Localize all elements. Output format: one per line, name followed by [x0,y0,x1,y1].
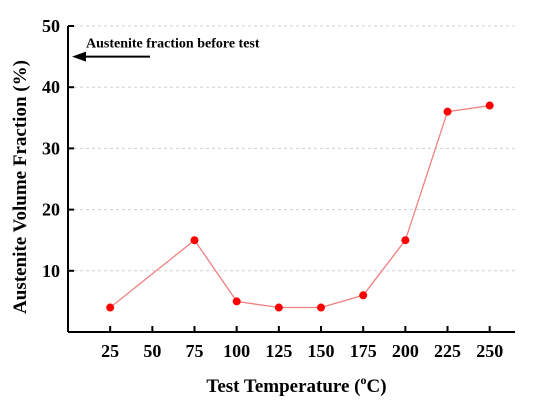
data-point [443,107,452,116]
data-point [190,236,199,245]
data-point [274,303,283,312]
data-point [232,297,241,306]
ticks: 10 20 30 40 50 25 50 75 100 125 150 175 200 225 250 [42,16,503,361]
series-line [109,104,490,309]
x-tick-label: 75 [186,341,204,361]
y-tick-label: 40 [42,77,60,97]
x-axis-title: Test Temperature (oC) [206,373,386,397]
annotation-arrowhead [72,51,86,62]
x-tick-label: 150 [308,341,335,361]
data-point [485,101,494,110]
x-tick-label: 50 [143,341,161,361]
y-axis-title: Austenite Volume Fraction (%) [10,60,31,314]
x-tick-label: 100 [223,341,250,361]
x-tick-label: 200 [392,341,419,361]
x-tick-label: 125 [265,341,292,361]
data-point [317,303,326,312]
y-tick-label: 50 [42,16,60,36]
annotation-label: Austenite fraction before test [86,37,260,52]
x-tick-label: 250 [476,341,503,361]
x-tick-label: 25 [101,341,119,361]
y-tick-label: 20 [42,200,60,220]
x-tick-label: 225 [434,341,461,361]
series [106,101,494,312]
data-point [401,236,410,245]
x-axis-title-sup: o [361,373,367,387]
data-point [359,291,368,300]
x-axis-title-tail: C) [367,376,387,397]
x-axis-title-main: Test Temperature ( [206,376,360,397]
y-tick-label: 30 [42,138,60,158]
gridlines [68,25,515,272]
y-tick-label: 10 [42,261,60,281]
data-point [106,303,115,312]
x-tick-label: 175 [350,341,377,361]
